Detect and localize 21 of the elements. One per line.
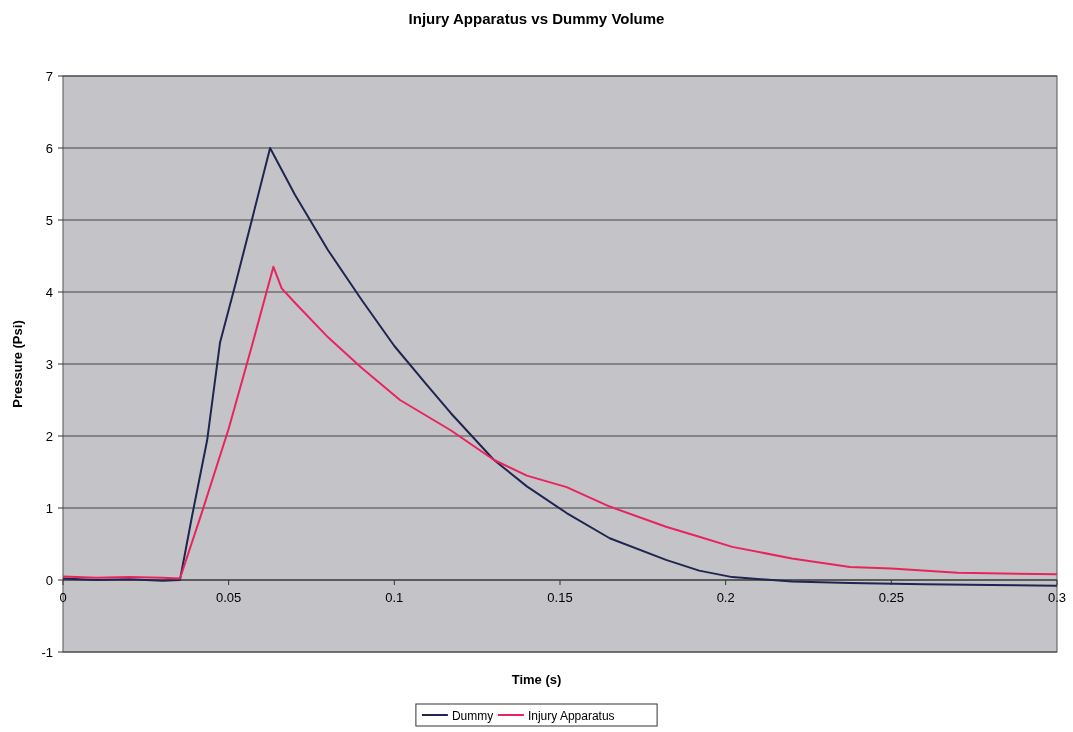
legend-label: Dummy: [451, 708, 494, 723]
y-tick-label: 3: [45, 356, 53, 372]
y-tick-label: 5: [45, 212, 53, 228]
x-tick-label: 0.25: [878, 590, 904, 605]
y-axis-title: Pressure (Psi): [10, 320, 25, 408]
x-axis-title: Time (s): [511, 672, 562, 687]
chart-title: Injury Apparatus vs Dummy Volume: [408, 10, 665, 27]
x-tick-label: 0.2: [716, 590, 735, 605]
x-tick-label: 0.3: [1047, 590, 1067, 605]
y-tick-label: 6: [45, 140, 53, 156]
y-tick-label: 2: [45, 428, 53, 444]
y-tick-label: 7: [45, 68, 53, 84]
x-tick-label: 0.1: [385, 590, 404, 605]
y-tick-label: 4: [45, 284, 53, 300]
x-tick-label: 0: [59, 590, 67, 605]
y-tick-label: 0: [45, 572, 53, 588]
y-tick-label: -1: [41, 644, 53, 660]
legend-label: Injury Apparatus: [527, 708, 615, 723]
y-tick-label: 1: [45, 500, 53, 516]
x-tick-label: 0.15: [547, 590, 573, 605]
x-tick-label: 0.05: [216, 590, 242, 605]
